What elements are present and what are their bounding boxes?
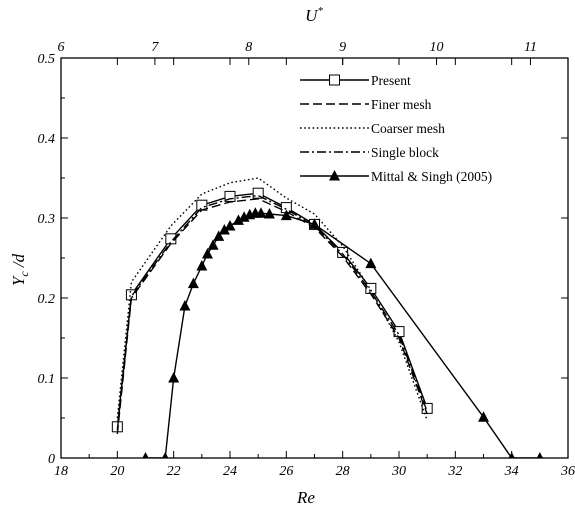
data-point-square	[329, 74, 340, 86]
series-1	[116, 198, 428, 435]
data-point-triangle	[207, 239, 219, 250]
plot-frame	[60, 57, 569, 459]
data-point-triangle	[179, 300, 191, 311]
data-point-triangle	[263, 208, 275, 219]
data-point-triangle	[224, 220, 236, 231]
data-point-triangle	[309, 218, 320, 229]
series-4	[142, 207, 543, 458]
y-tick-label: 0.5	[38, 52, 56, 67]
x-tick-label: 30	[391, 464, 406, 479]
data-point-triangle	[162, 452, 169, 458]
y-axis-title: Yc /d	[9, 253, 31, 286]
x2-tick-label: 8	[245, 40, 252, 55]
y-tick-label: 0.4	[38, 132, 56, 147]
data-point-triangle	[232, 214, 244, 225]
data-point-triangle	[218, 224, 230, 235]
y-tick-label: 0.1	[38, 372, 56, 387]
legend-label: Single block	[371, 145, 439, 160]
data-point-triangle	[280, 209, 292, 221]
x2-tick-label: 10	[430, 40, 444, 55]
x-tick-label: 26	[279, 464, 293, 479]
legend-label: Coarser mesh	[371, 121, 445, 136]
x-tick-label: 36	[560, 464, 575, 479]
data-point-triangle	[213, 230, 225, 241]
data-point-triangle	[255, 207, 267, 218]
x2-tick-label: 11	[524, 40, 537, 55]
x-tick-label: 20	[110, 464, 124, 479]
data-point-square	[365, 282, 377, 294]
data-point-triangle	[365, 257, 377, 269]
x-tick-label: 34	[504, 464, 519, 479]
x2-tick-label: 7	[151, 40, 159, 55]
x-tick-label: 28	[336, 464, 350, 479]
y-tick-label: 0.3	[38, 212, 56, 227]
series-0	[111, 187, 433, 433]
y-tick-label: 0	[48, 452, 55, 467]
series-line	[116, 192, 428, 427]
y-tick-label: 0.2	[38, 292, 56, 307]
x-axis-title: Re	[296, 488, 315, 507]
legend-label: Present	[371, 73, 411, 88]
data-point-triangle	[478, 411, 489, 422]
x-tick-label: 32	[447, 464, 462, 479]
data-point-triangle	[168, 372, 180, 383]
legend-label: Mittal & Singh (2005)	[371, 169, 492, 184]
series-line	[116, 194, 428, 431]
data-point-triangle	[329, 170, 340, 181]
data-point-triangle	[201, 248, 213, 259]
data-point-square	[421, 402, 433, 414]
legend-label: Finer mesh	[371, 97, 432, 112]
data-point-triangle	[196, 260, 208, 271]
x-tick-label: 18	[54, 464, 68, 479]
x2-tick-label: 6	[58, 40, 65, 55]
series-line	[116, 198, 428, 435]
data-point-triangle	[187, 277, 199, 289]
x-tick-label: 24	[223, 464, 237, 479]
x2-tick-label: 9	[339, 40, 346, 55]
legend: Present Finer mesh Coarser mesh Single bloc…	[300, 73, 492, 184]
x2-axis-title: U*	[305, 5, 323, 25]
x-tick-label: 22	[167, 464, 181, 479]
series-3	[116, 194, 428, 431]
